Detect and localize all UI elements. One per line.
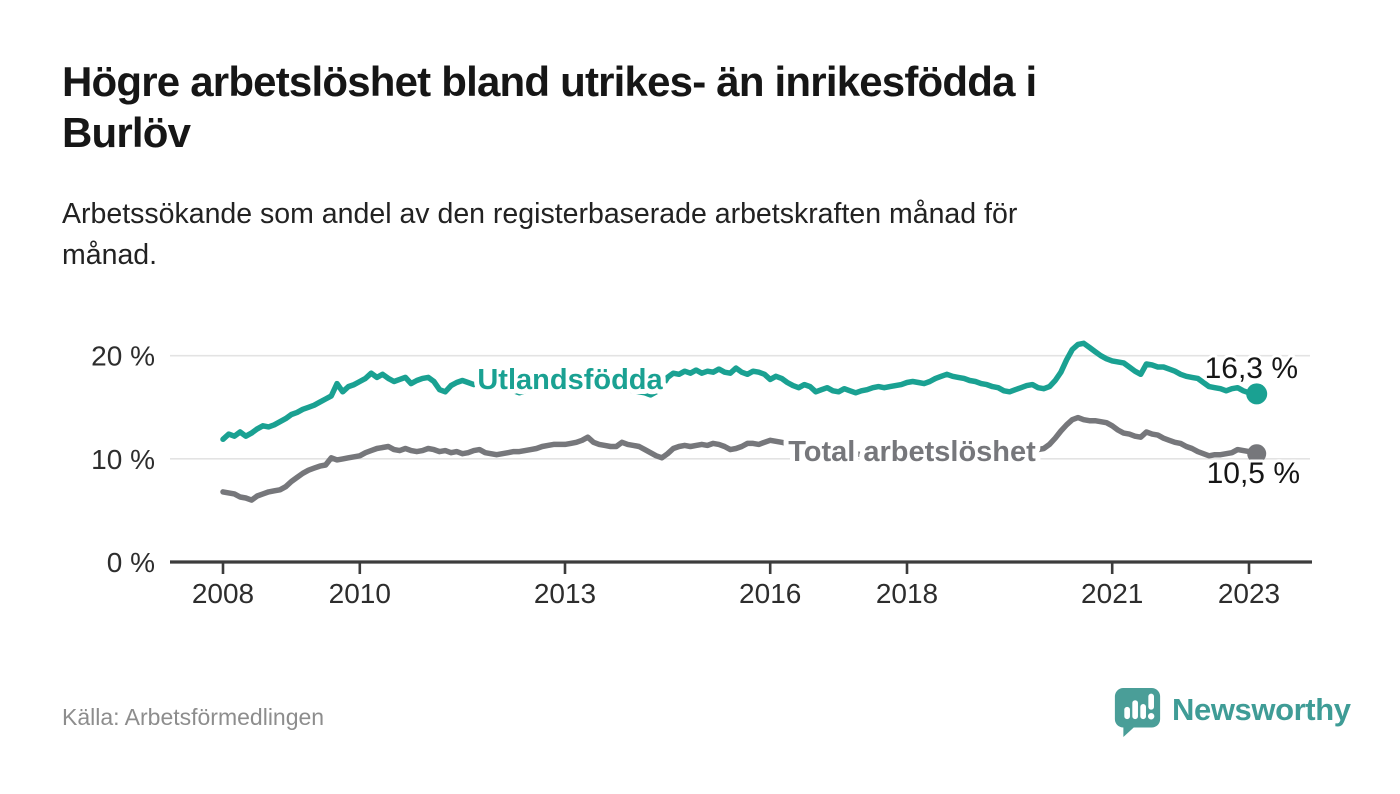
title-line-2: Burlöv — [62, 109, 191, 157]
bar-chart-speech-bubble-icon — [1114, 687, 1161, 737]
newsworthy-logo: Newsworthy — [1113, 686, 1351, 738]
x-tick-label: 2013 — [534, 578, 596, 609]
subtitle-line-1: Arbetssökande som andel av den registerb… — [62, 198, 1018, 230]
series-label-utlandsfodda: Utlandsfödda — [477, 364, 663, 396]
x-tick-label: 2010 — [329, 578, 391, 609]
y-tick-label: 20 % — [91, 341, 155, 372]
end-dot-total — [1247, 444, 1267, 464]
x-tick-label: 2018 — [876, 578, 938, 609]
series-line-total — [220, 414, 1258, 503]
page-title: Högre arbetslöshet bland utrikes- än inr… — [62, 56, 1362, 158]
newsworthy-wordmark: Newsworthy — [1172, 692, 1351, 727]
end-dot-utlandsfodda — [1246, 383, 1268, 405]
series-label-total: Total arbetslöshet — [788, 436, 1036, 468]
end-value-label-total: 10,5 % — [1207, 457, 1300, 490]
y-tick-label: 10 % — [91, 444, 155, 475]
subtitle-line-2: månad. — [62, 239, 158, 272]
x-tick-label: 2023 — [1218, 578, 1280, 609]
x-tick-label: 2008 — [192, 578, 254, 609]
title-line-1: Högre arbetslöshet bland utrikes- än inr… — [62, 58, 1037, 105]
x-tick-label: 2021 — [1081, 578, 1143, 609]
chart-subtitle: Arbetssökande som andel av den registerb… — [62, 194, 1362, 276]
series-line-utlandsfodda — [220, 340, 1258, 443]
end-value-label-utlandsfodda: 16,3 % — [1205, 352, 1298, 385]
source-attribution: Källa: Arbetsförmedlingen — [62, 704, 325, 730]
y-tick-label: 0 % — [107, 547, 155, 578]
x-tick-label: 2016 — [739, 578, 801, 609]
